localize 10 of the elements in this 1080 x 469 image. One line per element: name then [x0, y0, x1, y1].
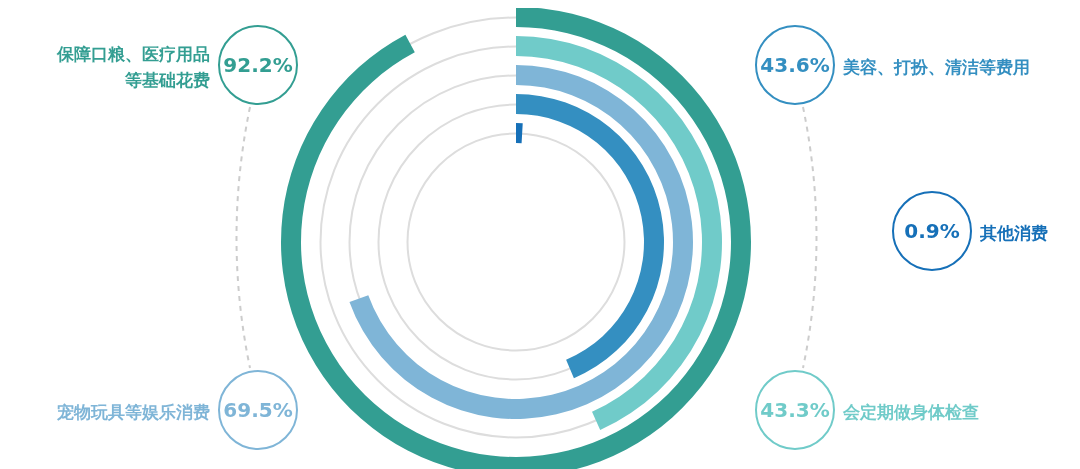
category-label: 其他消费	[980, 222, 1048, 245]
data-label: 43.6%	[760, 53, 830, 77]
category-label: 宠物玩具等娱乐消费	[57, 401, 210, 424]
data-label: 92.2%	[223, 53, 293, 77]
data-label: 0.9%	[904, 219, 960, 243]
category-label: 会定期做身体检查	[843, 401, 979, 424]
data-label: 43.3%	[760, 398, 830, 422]
data-label: 69.5%	[223, 398, 293, 422]
category-label: 保障口粮、医疗用品等基础花费	[56, 43, 210, 92]
category-label: 美容、打扮、清洁等费用	[843, 56, 1030, 79]
